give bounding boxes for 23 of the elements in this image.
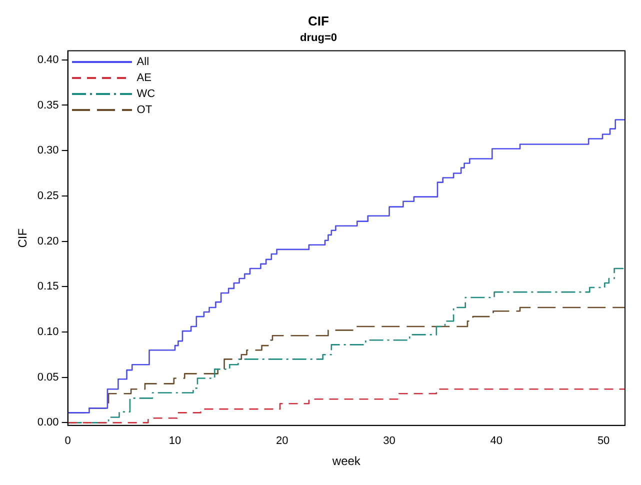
legend-label: OT	[136, 104, 152, 116]
legend-label: WC	[136, 88, 156, 100]
x-tick-label: 50	[597, 435, 610, 448]
y-tick-label: 0.40	[37, 54, 59, 66]
y-tick-label: 0.05	[37, 371, 59, 384]
chart-title: CIF	[308, 13, 330, 28]
legend-label: AE	[136, 72, 152, 84]
x-tick-label: 30	[383, 435, 396, 448]
x-tick-label: 40	[490, 435, 503, 448]
x-axis-title: week	[331, 454, 362, 468]
x-tick-label: 0	[64, 435, 71, 448]
y-tick-label: 0.00	[37, 416, 59, 429]
chart-subtitle: drug=0	[300, 32, 337, 44]
y-tick-label: 0.10	[37, 326, 59, 338]
y-tick-label: 0.20	[37, 235, 59, 248]
legend-label: All	[136, 56, 150, 68]
y-axis-title: CIF	[16, 228, 30, 248]
y-tick-label: 0.35	[37, 99, 59, 112]
y-tick-label: 0.15	[37, 280, 59, 293]
y-tick-label: 0.30	[37, 144, 59, 157]
x-tick-label: 20	[276, 435, 288, 448]
y-tick-label: 0.25	[37, 190, 59, 202]
x-tick-label: 10	[168, 435, 182, 448]
